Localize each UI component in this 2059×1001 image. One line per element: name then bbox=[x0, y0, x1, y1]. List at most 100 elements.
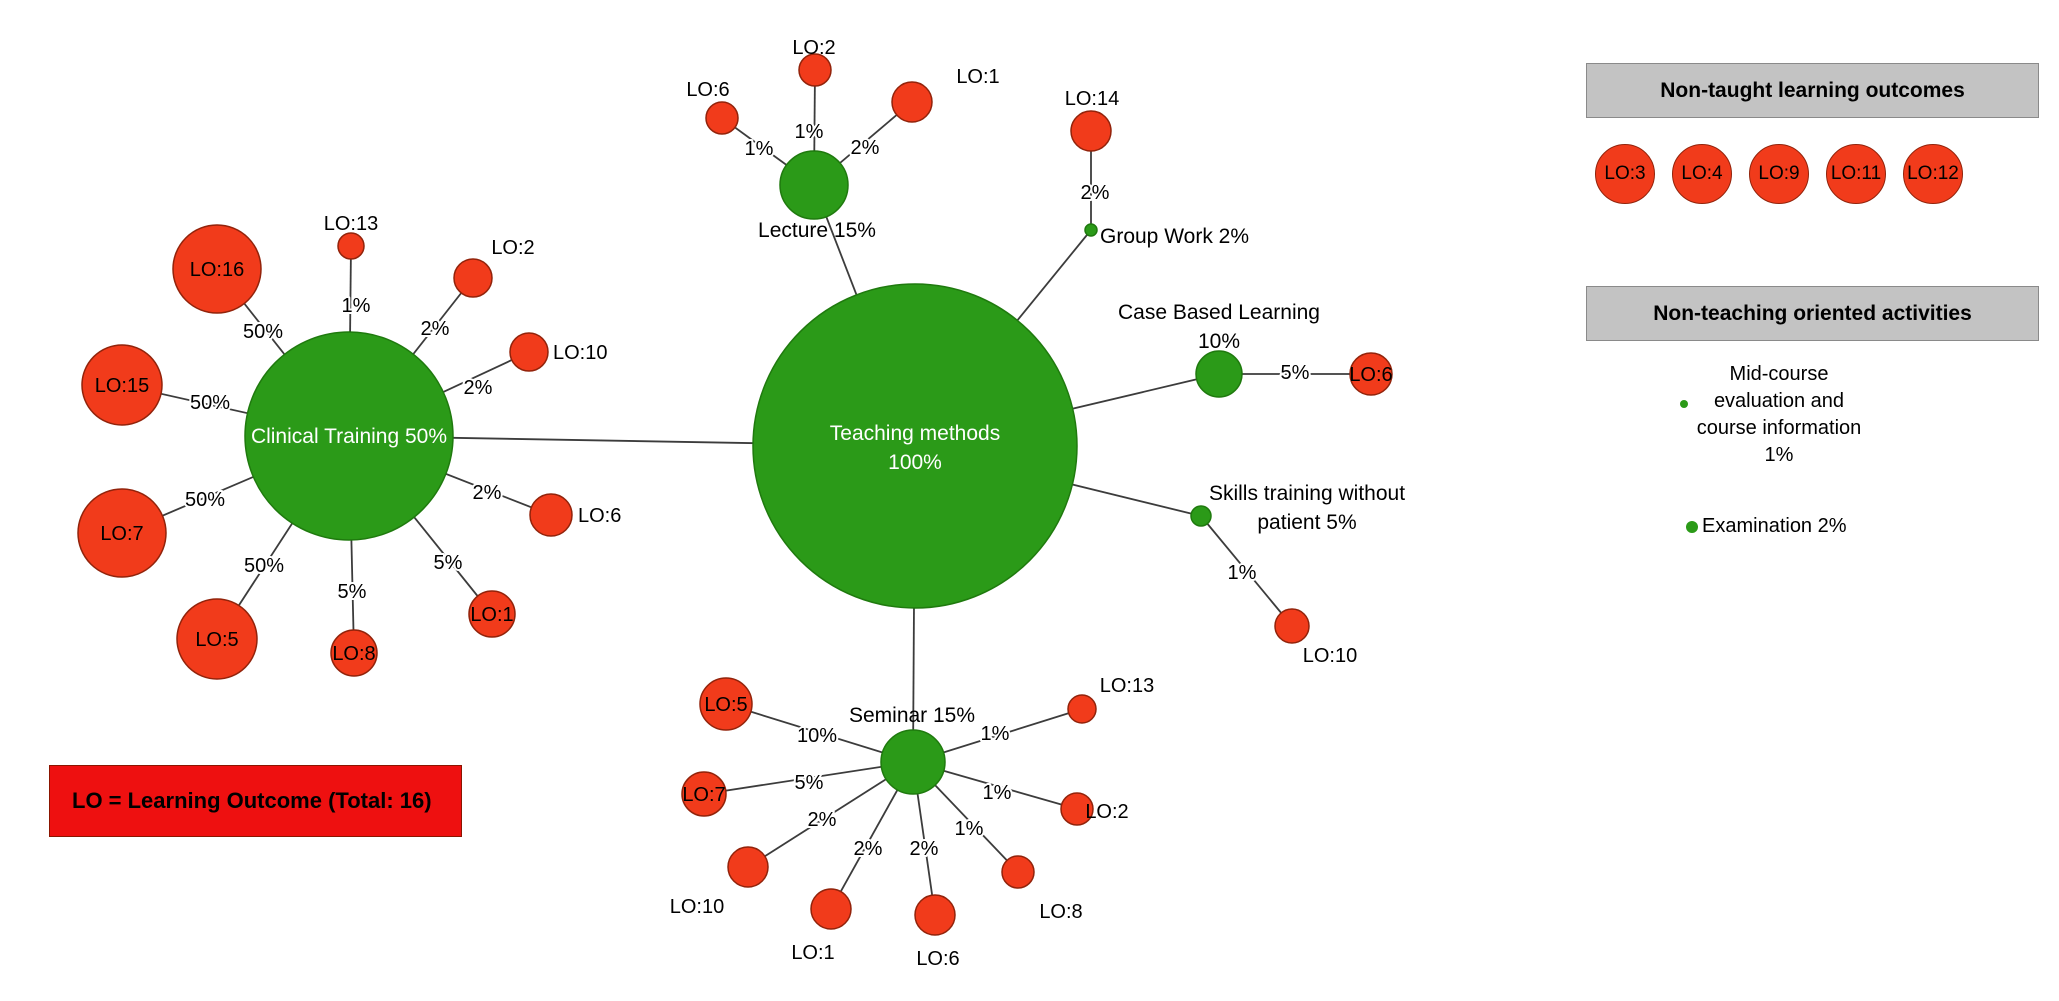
node-se_lo1 bbox=[810, 888, 852, 930]
edge-label-clinical-c_lo10: 2% bbox=[464, 377, 493, 399]
skills-training-label-line1: Skills training without bbox=[1209, 482, 1405, 505]
node-c_lo15 bbox=[81, 344, 163, 426]
edge-label-seminar-se_lo6: 2% bbox=[910, 838, 939, 860]
clinical-lo16-label: LO:16 bbox=[190, 259, 244, 281]
edge-label-clinical-c_lo16: 50% bbox=[243, 321, 283, 343]
edge-label-skills-s_lo10: 1% bbox=[1228, 562, 1257, 584]
case-based-learning-label-line2: 10% bbox=[1198, 330, 1240, 353]
teaching-methods-label-line1: Teaching methods bbox=[830, 422, 1000, 445]
midcourse-line: Mid-course bbox=[1729, 363, 1829, 385]
edge-label-seminar-se_lo5: 10% bbox=[797, 725, 837, 747]
seminar-lo13-label: LO:13 bbox=[1100, 675, 1154, 697]
edge-label-clinical-c_lo5: 50% bbox=[244, 555, 284, 577]
edge-label-lecture-l_lo2: 1% bbox=[795, 121, 824, 143]
node-c_lo8 bbox=[330, 629, 378, 677]
seminar-lo1-label: LO:1 bbox=[791, 942, 834, 964]
seminar-lo6-label: LO:6 bbox=[916, 948, 959, 970]
node-c_lo6 bbox=[529, 493, 573, 537]
node-l_lo2 bbox=[798, 53, 832, 87]
edge-label-casebased-cb_lo6: 5% bbox=[1281, 362, 1310, 384]
lecture-label: Lecture 15% bbox=[758, 219, 876, 242]
midcourse-line: 1% bbox=[1764, 444, 1794, 466]
node-c_lo10 bbox=[509, 332, 549, 372]
clinical-lo13-label: LO:13 bbox=[324, 213, 378, 235]
node-s_lo10 bbox=[1274, 608, 1310, 644]
edge-label-seminar-se_lo7: 5% bbox=[795, 772, 824, 794]
lecture-lo1-label: LO:1 bbox=[956, 66, 999, 88]
node-c_lo13 bbox=[337, 232, 365, 260]
edge-label-clinical-c_lo6: 2% bbox=[473, 482, 502, 504]
edge-label-clinical-c_lo13: 1% bbox=[342, 295, 371, 317]
seminar-lo8-label: LO:8 bbox=[1039, 901, 1082, 923]
non-taught-lo-circle: LO:9 bbox=[1749, 144, 1809, 204]
node-seminar bbox=[880, 729, 946, 795]
examination-item: Examination 2% bbox=[1686, 515, 1847, 538]
seminar-lo7-label: LO:7 bbox=[682, 784, 725, 806]
edge-label-seminar-se_lo8: 1% bbox=[955, 818, 984, 840]
case-based-learning-label-line1: Case Based Learning bbox=[1118, 301, 1320, 324]
node-teaching bbox=[752, 283, 1078, 609]
seminar-label: Seminar 15% bbox=[849, 704, 975, 727]
edge-label-clinical-c_lo2: 2% bbox=[421, 318, 450, 340]
non-taught-lo-circle: LO:11 bbox=[1826, 144, 1886, 204]
node-c_lo1 bbox=[468, 590, 516, 638]
node-se_lo10 bbox=[727, 846, 769, 888]
node-g_lo14 bbox=[1070, 110, 1112, 152]
non-teaching-activities-header: Non-teaching oriented activities bbox=[1586, 286, 2039, 341]
clinical-lo15-label: LO:15 bbox=[95, 375, 149, 397]
clinical-training-label: Clinical Training 50% bbox=[251, 425, 447, 448]
node-skills bbox=[1190, 505, 1212, 527]
clinical-lo2-label: LO:2 bbox=[491, 237, 534, 259]
edge-label-seminar-se_lo2: 1% bbox=[983, 782, 1012, 804]
legend-box: LO = Learning Outcome (Total: 16) bbox=[49, 765, 462, 837]
edge-label-groupwork-g_lo14: 2% bbox=[1081, 182, 1110, 204]
group-work-label: Group Work 2% bbox=[1100, 225, 1249, 248]
edge-label-clinical-c_lo1: 5% bbox=[434, 552, 463, 574]
groupwork-lo14-label: LO:14 bbox=[1065, 88, 1119, 110]
midcourse-line: evaluation and bbox=[1713, 390, 1845, 412]
midcourse-item: Mid-course evaluation and course informa… bbox=[1629, 361, 1929, 469]
node-l_lo6 bbox=[705, 101, 739, 135]
teaching-methods-label-line2: 100% bbox=[888, 451, 942, 474]
clinical-lo6-label: LO:6 bbox=[578, 505, 621, 527]
casebased-lo6-label: LO:6 bbox=[1349, 364, 1392, 386]
edge-label-seminar-se_lo13: 1% bbox=[981, 723, 1010, 745]
legend-text: LO = Learning Outcome (Total: 16) bbox=[72, 788, 432, 813]
edge-label-seminar-se_lo1: 2% bbox=[854, 838, 883, 860]
node-se_lo6 bbox=[914, 894, 956, 936]
edge-label-seminar-se_lo10: 2% bbox=[808, 809, 837, 831]
edge-label-lecture-l_lo6: 1% bbox=[745, 138, 774, 160]
seminar-lo10-label: LO:10 bbox=[670, 896, 724, 918]
clinical-lo5-label: LO:5 bbox=[195, 629, 238, 651]
edge-label-clinical-c_lo7: 50% bbox=[185, 489, 225, 511]
clinical-lo8-label: LO:8 bbox=[332, 643, 375, 665]
midcourse-line: course information bbox=[1696, 417, 1862, 439]
node-c_lo16 bbox=[172, 224, 262, 314]
seminar-lo2-label: LO:2 bbox=[1085, 801, 1128, 823]
node-c_lo5 bbox=[176, 598, 258, 680]
non-taught-outcomes-row: LO:3 LO:4 LO:9 LO:11 LO:12 bbox=[1595, 144, 1963, 204]
examination-dot-icon bbox=[1686, 520, 1698, 533]
edge-skills-s_lo10 bbox=[1200, 515, 1293, 627]
skills-lo10-label: LO:10 bbox=[1303, 645, 1357, 667]
node-groupwork bbox=[1084, 223, 1098, 237]
node-l_lo1 bbox=[891, 81, 933, 123]
lecture-lo2-label: LO:2 bbox=[792, 37, 835, 59]
node-se_lo7 bbox=[681, 771, 727, 817]
non-taught-outcomes-header: Non-taught learning outcomes bbox=[1586, 63, 2039, 118]
node-se_lo13 bbox=[1067, 694, 1097, 724]
node-casebased bbox=[1195, 350, 1243, 398]
seminar-lo5-label: LO:5 bbox=[704, 694, 747, 716]
non-taught-lo-circle: LO:3 bbox=[1595, 144, 1655, 204]
node-c_lo7 bbox=[77, 488, 167, 578]
node-se_lo8 bbox=[1001, 855, 1035, 889]
node-c_lo2 bbox=[453, 258, 493, 298]
non-taught-lo-circle: LO:4 bbox=[1672, 144, 1732, 204]
skills-training-label-line2: patient 5% bbox=[1257, 511, 1356, 534]
clinical-lo10-label: LO:10 bbox=[553, 342, 607, 364]
examination-label: Examination 2% bbox=[1702, 515, 1847, 537]
node-se_lo5 bbox=[699, 677, 753, 731]
edge-label-lecture-l_lo1: 2% bbox=[851, 137, 880, 159]
